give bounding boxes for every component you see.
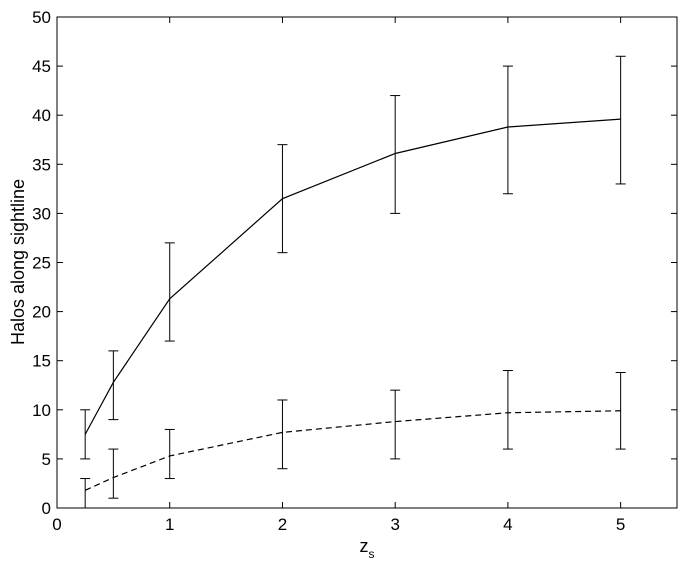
error-bar <box>615 55 626 185</box>
x-tick-label: 4 <box>503 515 512 534</box>
error-bar <box>108 350 119 421</box>
error-bar <box>502 65 513 195</box>
x-tick-label: 5 <box>616 515 625 534</box>
series-line-1 <box>84 118 621 435</box>
plot-frame <box>56 16 678 509</box>
error-bar <box>390 95 401 214</box>
series-layer <box>80 55 626 509</box>
error-bar <box>277 144 288 254</box>
error-bar <box>390 389 401 460</box>
y-tick-label: 50 <box>32 8 51 27</box>
y-tick-label: 35 <box>32 155 51 174</box>
y-tick-label: 25 <box>32 254 51 273</box>
series-1 <box>80 55 626 460</box>
error-bar <box>615 371 626 450</box>
x-tick-label: 2 <box>278 515 287 534</box>
error-bar <box>80 409 91 460</box>
error-bar <box>277 399 288 470</box>
x-axis-label: zs <box>360 536 375 561</box>
y-tick-label: 5 <box>42 450 51 469</box>
error-bar <box>502 370 513 450</box>
y-tick-label: 45 <box>32 57 51 76</box>
y-tick-label: 0 <box>42 499 51 518</box>
y-tick-label: 40 <box>32 106 51 125</box>
x-tick-label: 1 <box>165 515 174 534</box>
y-tick-label: 15 <box>32 352 51 371</box>
y-axis-label: Halos along sightline <box>8 179 28 345</box>
series-2 <box>80 370 626 509</box>
error-bar <box>108 448 119 499</box>
y-tick-label: 20 <box>32 303 51 322</box>
error-bar <box>164 428 175 480</box>
x-tick-label: 0 <box>52 515 61 534</box>
error-bar <box>164 242 175 342</box>
error-bar <box>80 478 91 509</box>
y-tick-label: 10 <box>32 401 51 420</box>
x-tick-label: 3 <box>390 515 399 534</box>
y-tick-label: 30 <box>32 204 51 223</box>
